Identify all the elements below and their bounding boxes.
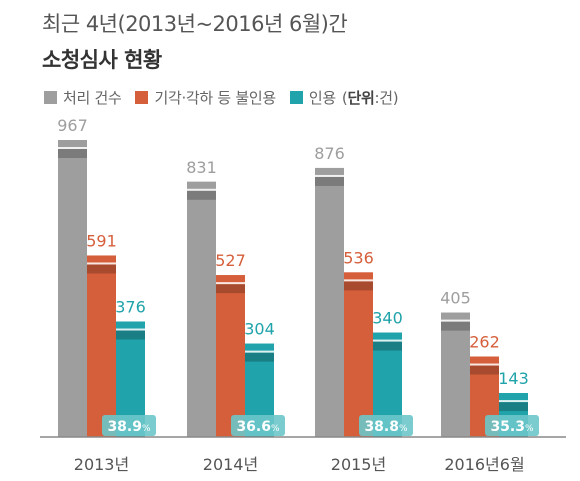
legend-swatch-processed bbox=[44, 90, 57, 104]
category-label: 2014년 bbox=[203, 455, 258, 474]
bar-value-label: 536 bbox=[343, 248, 374, 267]
bar-gap bbox=[87, 262, 116, 265]
bar-cap bbox=[373, 332, 402, 340]
bar-cap bbox=[344, 272, 373, 280]
bar-band bbox=[216, 284, 245, 294]
bar-gap bbox=[245, 350, 274, 353]
bar-cap bbox=[441, 312, 470, 320]
bar-gap bbox=[216, 282, 245, 285]
bar bbox=[216, 275, 245, 437]
bar-cap bbox=[315, 167, 344, 175]
bar-cap bbox=[470, 356, 499, 364]
bar-gap bbox=[187, 188, 216, 191]
rate-label: 38.9% bbox=[107, 419, 151, 435]
bar-value-label: 591 bbox=[86, 231, 117, 250]
rate-badge bbox=[231, 415, 285, 436]
category-label: 2016년6월 bbox=[444, 455, 524, 474]
legend-item-rejected: 기각·각하 등 불인용 bbox=[135, 87, 276, 108]
bar-band bbox=[373, 341, 402, 351]
bar-value-label: 876 bbox=[314, 144, 345, 163]
unit-label: (단위:건) bbox=[341, 88, 399, 107]
bar-gap bbox=[344, 279, 373, 282]
rate-label: 35.3% bbox=[490, 419, 534, 435]
legend-item-accepted: 인용 (단위:건) bbox=[289, 87, 399, 108]
rate-label: 38.8% bbox=[364, 419, 408, 435]
legend-swatch-accepted bbox=[289, 90, 303, 104]
bar bbox=[315, 167, 344, 437]
bar-value-label: 967 bbox=[57, 116, 88, 135]
category-label: 2013년 bbox=[74, 455, 129, 474]
bar-cap bbox=[87, 255, 116, 263]
bar-value-label: 304 bbox=[244, 320, 275, 339]
bar-gap bbox=[441, 319, 470, 322]
legend: 처리 건수 기각·각하 등 불인용 인용 (단위:건) bbox=[44, 86, 412, 108]
bar-value-label: 262 bbox=[469, 333, 500, 352]
chart-title: 최근 4년(2013년~2016년 6월)간 bbox=[42, 12, 348, 36]
bar-band bbox=[116, 330, 145, 340]
legend-label-rejected: 기각·각하 등 불인용 bbox=[154, 88, 276, 107]
bar-band bbox=[470, 365, 499, 375]
bar-band bbox=[344, 281, 373, 291]
bar-band bbox=[441, 321, 470, 331]
legend-label-processed: 처리 건수 bbox=[63, 88, 122, 107]
bar-value-label: 831 bbox=[186, 158, 217, 177]
bar bbox=[441, 312, 470, 437]
bar-value-label: 376 bbox=[115, 298, 146, 317]
legend-label-accepted: 인용 bbox=[308, 88, 336, 107]
bar-band bbox=[87, 264, 116, 274]
bar bbox=[344, 272, 373, 437]
bar-band bbox=[187, 190, 216, 200]
category-label: 2015년 bbox=[331, 455, 386, 474]
bar-gap bbox=[470, 363, 499, 366]
bar-cap bbox=[58, 140, 87, 147]
bar-value-label: 143 bbox=[498, 369, 529, 388]
bar bbox=[58, 140, 87, 437]
rate-label: 36.6% bbox=[236, 419, 280, 435]
bar-band bbox=[58, 149, 87, 158]
bar-gap bbox=[58, 147, 87, 149]
bar-value-label: 405 bbox=[440, 289, 471, 308]
rate-badge bbox=[359, 415, 413, 436]
bar-gap bbox=[499, 400, 528, 403]
rate-badge bbox=[102, 415, 156, 436]
bar-band bbox=[315, 176, 344, 186]
legend-swatch-rejected bbox=[135, 90, 149, 104]
bar-cap bbox=[216, 275, 245, 283]
bar-band bbox=[499, 402, 528, 412]
bar-value-label: 527 bbox=[215, 251, 246, 270]
bar-cap bbox=[116, 321, 145, 329]
bar bbox=[187, 181, 216, 437]
bar-gap bbox=[116, 328, 145, 331]
bar-gap bbox=[315, 174, 344, 177]
bar-cap bbox=[245, 343, 274, 351]
legend-item-processed: 처리 건수 bbox=[44, 87, 122, 108]
bar-cap bbox=[499, 393, 528, 401]
chart-subtitle: 소청심사 현황 bbox=[42, 48, 162, 72]
bar-gap bbox=[373, 339, 402, 342]
rate-badge bbox=[485, 415, 539, 436]
bar bbox=[87, 255, 116, 437]
bar-cap bbox=[187, 181, 216, 189]
bar-band bbox=[245, 352, 274, 362]
bar-value-label: 340 bbox=[372, 309, 403, 328]
